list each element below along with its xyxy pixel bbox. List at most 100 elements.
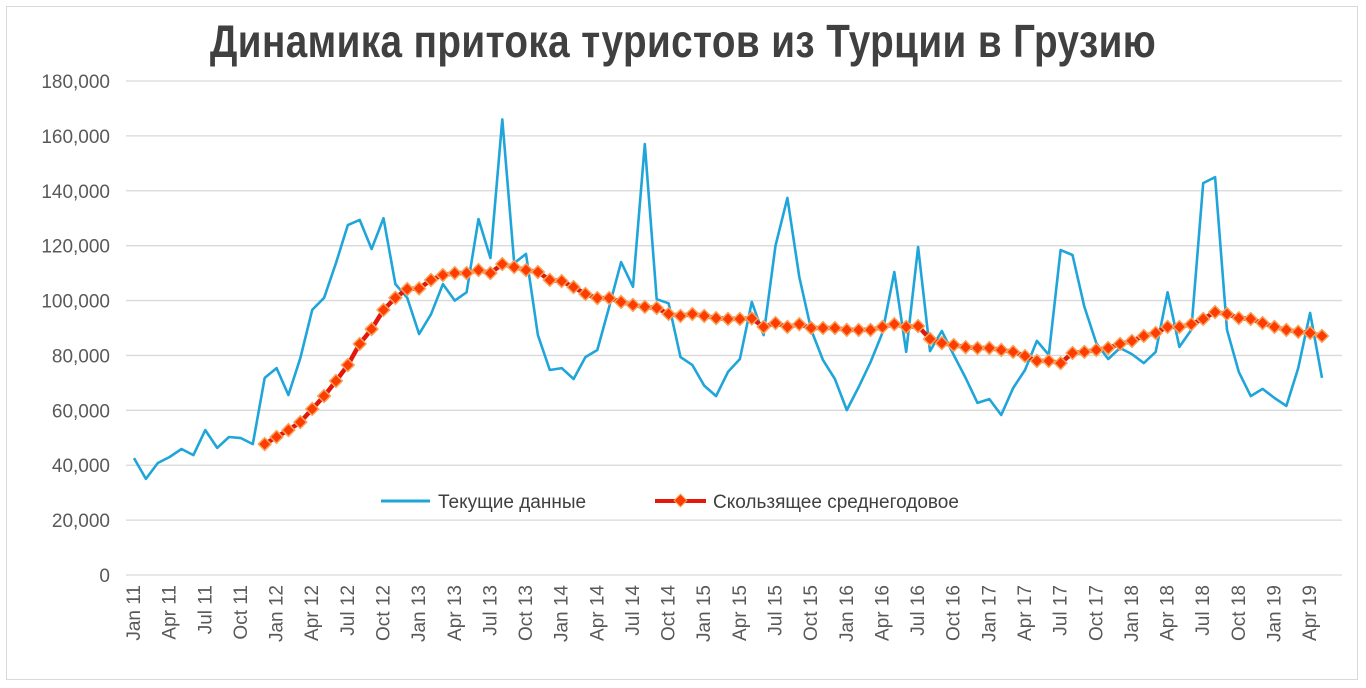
x-tick-label: Oct 17	[1086, 585, 1107, 641]
moving-average-point	[1041, 353, 1057, 369]
moving-average-point	[257, 436, 273, 452]
moving-average-point	[1065, 345, 1080, 361]
x-tick-label: Oct 16	[944, 585, 965, 641]
moving-average-point	[387, 290, 403, 306]
moving-average-point	[1005, 344, 1021, 360]
moving-average-point	[934, 335, 950, 351]
moving-average-point	[1172, 319, 1187, 335]
moving-average-point	[494, 256, 510, 272]
moving-average-point	[708, 310, 724, 326]
series-moving-average	[257, 256, 1330, 452]
moving-average-point	[399, 281, 415, 297]
x-tick-label: Oct 12	[373, 585, 394, 641]
moving-average-point	[316, 388, 332, 404]
x-axis-tick-labels: Jan 11 Apr 11 Jul 11 Oct 11 Jan 12 Apr 12 Jul …	[124, 585, 1321, 642]
moving-average-point	[779, 319, 795, 335]
moving-average-point	[566, 279, 581, 295]
moving-average-point	[1112, 336, 1128, 352]
y-tick-label: 140,000	[41, 182, 110, 203]
x-tick-label: Apr 18	[1158, 585, 1179, 641]
moving-average-point	[649, 300, 665, 316]
moving-average-point	[1017, 348, 1033, 364]
x-tick-label: Apr 16	[872, 585, 893, 641]
current-data-line	[132, 118, 1324, 481]
moving-average-point	[803, 320, 819, 336]
y-tick-label: 40,000	[52, 456, 110, 477]
moving-average-point	[411, 281, 427, 296]
moving-average-point	[851, 322, 867, 338]
y-tick-label: 120,000	[41, 237, 110, 258]
moving-average-point	[791, 316, 807, 332]
moving-average-point	[1100, 340, 1116, 356]
y-tick-label: 180,000	[41, 72, 110, 93]
moving-average-point	[922, 331, 938, 347]
x-tick-label: Jul 14	[623, 585, 644, 636]
moving-average-point	[376, 302, 391, 318]
moving-average-point	[1278, 322, 1294, 338]
moving-average-point	[423, 272, 439, 288]
moving-average-point	[352, 336, 368, 352]
x-tick-label: Jan 17	[979, 585, 1000, 642]
moving-average-point	[898, 319, 914, 335]
moving-average-point	[1219, 306, 1235, 322]
moving-average-point	[1183, 316, 1199, 332]
y-tick-label: 20,000	[52, 511, 110, 532]
moving-average-point	[839, 322, 855, 338]
legend-label-moving-average: Скользящее среднегодовое	[713, 492, 959, 513]
moving-average-point	[281, 422, 296, 438]
x-tick-label: Jan 15	[694, 585, 715, 642]
gridlines	[126, 80, 1342, 576]
x-tick-label: Apr 14	[587, 585, 608, 641]
moving-average-point	[625, 297, 641, 313]
legend-label-current-data: Текущие данные	[438, 492, 586, 513]
moving-average-point	[578, 286, 593, 302]
x-tick-label: Oct 18	[1229, 585, 1250, 641]
x-tick-label: Jan 14	[552, 585, 573, 642]
moving-average-point	[447, 265, 463, 281]
moving-average-point	[471, 262, 486, 278]
moving-average-point	[1124, 333, 1140, 349]
moving-average-point	[304, 401, 320, 417]
moving-average-point	[1302, 325, 1318, 341]
moving-average-point	[1136, 328, 1152, 344]
moving-average-point	[756, 319, 772, 335]
moving-average-point	[946, 337, 962, 353]
x-tick-label: Jul 15	[766, 585, 787, 636]
moving-average-point	[364, 321, 380, 337]
chart-area	[6, 6, 1358, 680]
chart-title: Динамика притока туристов из Турции в Гр…	[209, 15, 1157, 67]
moving-average-point	[1148, 325, 1164, 341]
x-tick-label: Jul 17	[1051, 585, 1072, 636]
moving-average-point	[815, 320, 831, 336]
moving-average-point	[1029, 353, 1045, 369]
y-axis-tick-labels: 0 20,000 40,000 60,000 80,000 100,000 120,000 1…	[41, 72, 110, 587]
moving-average-point	[1195, 311, 1211, 327]
y-tick-label: 80,000	[52, 346, 110, 367]
moving-average-point	[684, 306, 700, 322]
moving-average-point	[744, 310, 760, 326]
legend: Текущие данные Скользящее среднегодовое	[381, 492, 959, 513]
moving-average-point	[970, 340, 985, 356]
moving-average-point	[554, 273, 570, 289]
x-tick-label: Apr 15	[730, 585, 751, 641]
x-tick-label: Apr 13	[445, 585, 466, 641]
x-tick-label: Jan 11	[124, 585, 145, 641]
moving-average-point	[459, 265, 475, 281]
x-tick-label: Apr 12	[302, 585, 323, 641]
moving-average-point	[720, 311, 736, 327]
moving-average-point	[910, 318, 926, 334]
moving-average-point	[435, 267, 451, 283]
x-tick-label: Oct 14	[659, 585, 680, 641]
moving-average-point	[506, 259, 522, 275]
moving-average-point	[1290, 324, 1306, 340]
moving-average-point	[993, 342, 1009, 358]
moving-average-point	[981, 340, 997, 356]
y-tick-label: 160,000	[41, 127, 110, 148]
x-tick-label: Jul 16	[908, 585, 929, 636]
moving-average-point	[518, 262, 534, 278]
x-tick-label: Apr 11	[160, 585, 181, 640]
moving-average-point	[1207, 304, 1223, 320]
x-tick-label: Apr 17	[1015, 585, 1036, 641]
moving-average-point	[661, 306, 677, 322]
